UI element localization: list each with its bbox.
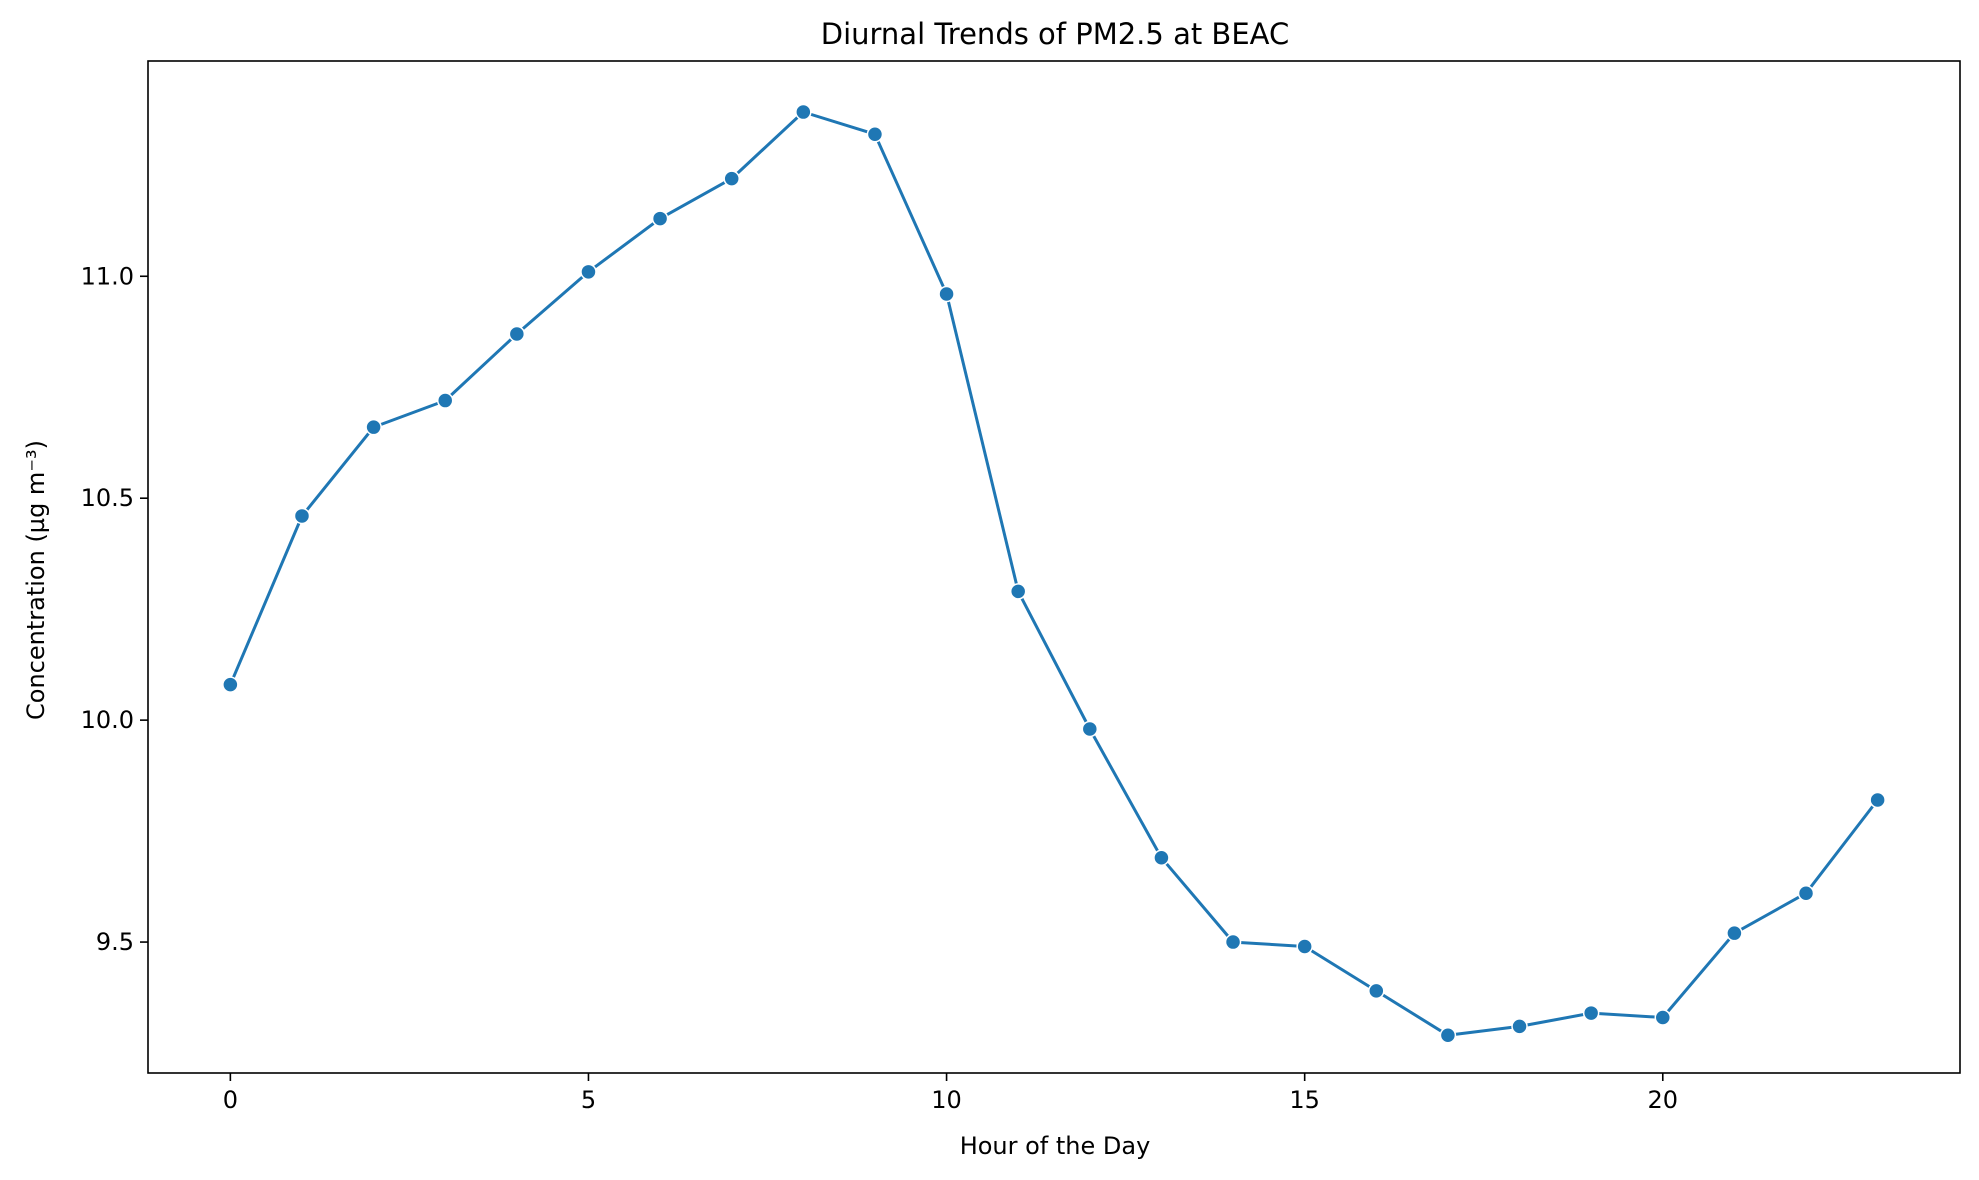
data-point bbox=[938, 285, 955, 303]
series-line bbox=[229, 110, 1879, 1037]
y-tick-label: 9.5 bbox=[96, 928, 134, 956]
y-tick-label: 11.0 bbox=[81, 262, 134, 290]
data-point bbox=[866, 125, 884, 143]
x-axis-label: Hour of the Day bbox=[960, 1132, 1151, 1160]
data-point bbox=[1869, 791, 1886, 809]
x-tick-label: 5 bbox=[581, 1086, 596, 1114]
data-point bbox=[1009, 583, 1027, 600]
data-point bbox=[436, 392, 454, 409]
data-point bbox=[1726, 924, 1743, 942]
x-axis: 0 5 10 15 20 bbox=[223, 1073, 1678, 1114]
x-tick-label: 10 bbox=[931, 1086, 962, 1114]
chart-title: Diurnal Trends of PM2.5 at BEAC bbox=[821, 17, 1289, 51]
data-point bbox=[293, 507, 311, 525]
data-point bbox=[1654, 1009, 1672, 1026]
data-point bbox=[1153, 849, 1170, 866]
data-point bbox=[1081, 720, 1099, 738]
x-tick-label: 20 bbox=[1648, 1086, 1679, 1114]
y-tick-label: 10.0 bbox=[81, 706, 134, 734]
y-tick-label: 10.5 bbox=[81, 484, 134, 512]
data-point bbox=[365, 418, 382, 436]
data-point bbox=[1296, 938, 1313, 955]
data-point bbox=[1511, 1018, 1528, 1035]
data-point bbox=[508, 325, 526, 343]
plot-area: 0 5 10 15 20 9.5 10.0 10.5 11.0 bbox=[81, 60, 1961, 1114]
axes-frame bbox=[147, 60, 1961, 1074]
data-point bbox=[580, 263, 597, 281]
data-point bbox=[651, 210, 669, 227]
y-axis-label: Concentration (µg m⁻³) bbox=[22, 440, 50, 720]
data-point bbox=[1224, 933, 1242, 951]
y-axis: 9.5 10.0 10.5 11.0 bbox=[81, 262, 148, 956]
data-point bbox=[723, 170, 740, 187]
data-point bbox=[1439, 1027, 1457, 1044]
series-layer bbox=[222, 103, 1886, 1044]
data-point bbox=[1368, 982, 1385, 1000]
data-point bbox=[795, 103, 812, 121]
data-point bbox=[1797, 884, 1815, 902]
x-tick-label: 0 bbox=[223, 1086, 238, 1114]
data-point bbox=[1582, 1004, 1600, 1022]
data-point bbox=[222, 676, 239, 693]
x-tick-label: 15 bbox=[1289, 1086, 1320, 1114]
